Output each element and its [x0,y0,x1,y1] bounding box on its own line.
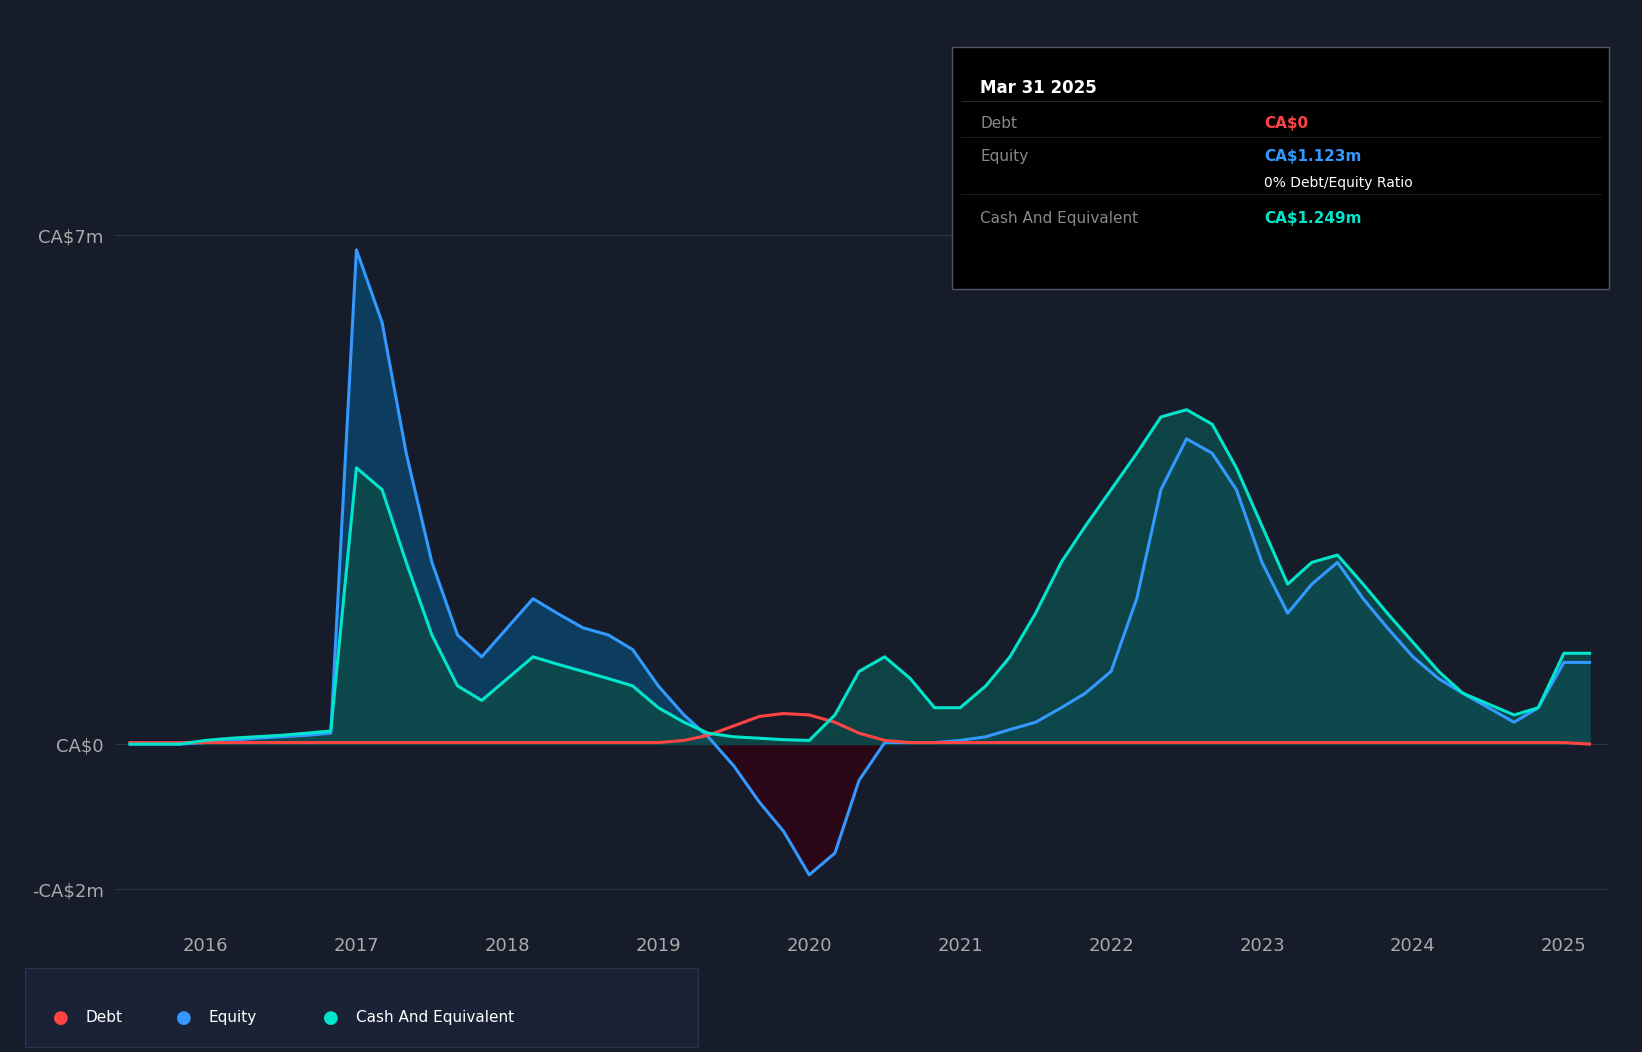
Text: 0% Debt/Equity Ratio: 0% Debt/Equity Ratio [1264,177,1414,190]
Text: CA$1.123m: CA$1.123m [1264,149,1361,164]
Text: Mar 31 2025: Mar 31 2025 [980,79,1097,97]
Text: Equity: Equity [209,1010,256,1025]
Text: ●: ● [53,1009,69,1027]
Text: Cash And Equivalent: Cash And Equivalent [356,1010,514,1025]
Text: ●: ● [176,1009,192,1027]
Text: Cash And Equivalent: Cash And Equivalent [980,211,1138,226]
Text: Equity: Equity [980,149,1028,164]
Text: CA$0: CA$0 [1264,117,1309,132]
Text: Debt: Debt [85,1010,123,1025]
Text: Debt: Debt [980,117,1018,132]
Text: CA$1.249m: CA$1.249m [1264,211,1361,226]
Text: ●: ● [323,1009,340,1027]
